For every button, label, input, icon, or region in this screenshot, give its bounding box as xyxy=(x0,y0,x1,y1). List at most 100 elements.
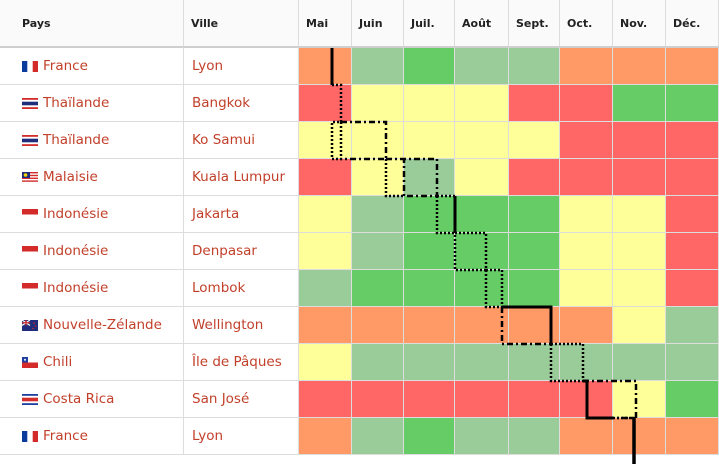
month-climate-cell xyxy=(509,196,560,233)
city-link[interactable]: Bangkok xyxy=(184,85,299,122)
city-link[interactable]: Jakarta xyxy=(184,196,299,233)
month-climate-cell xyxy=(560,159,613,196)
month-climate-cell xyxy=(352,85,404,122)
month-climate-cell xyxy=(455,122,509,159)
month-climate-cell xyxy=(509,48,560,85)
city-link[interactable]: Lyon xyxy=(184,48,299,85)
city-link[interactable]: Lombok xyxy=(184,270,299,307)
month-climate-cell xyxy=(455,270,509,307)
month-climate-cell xyxy=(560,196,613,233)
month-climate-cell xyxy=(666,270,719,307)
header-month: Nov. xyxy=(613,0,666,48)
month-climate-cell xyxy=(509,270,560,307)
month-climate-cell xyxy=(666,381,719,418)
month-climate-cell xyxy=(509,381,560,418)
country-link[interactable]: France xyxy=(0,48,184,85)
month-climate-cell xyxy=(613,196,666,233)
month-climate-cell xyxy=(613,122,666,159)
country-link[interactable]: Costa Rica xyxy=(0,381,184,418)
city-link[interactable]: San José xyxy=(184,381,299,418)
month-climate-cell xyxy=(404,381,455,418)
country-name: France xyxy=(43,428,88,444)
month-climate-cell xyxy=(299,270,352,307)
nz-flag-icon xyxy=(22,319,43,331)
country-link[interactable]: Indonésie xyxy=(0,233,184,270)
month-climate-cell xyxy=(560,418,613,455)
month-climate-cell xyxy=(404,122,455,159)
city-link[interactable]: Île de Pâques xyxy=(184,344,299,381)
month-climate-cell xyxy=(455,307,509,344)
month-climate-cell xyxy=(666,122,719,159)
month-climate-cell xyxy=(299,381,352,418)
month-climate-cell xyxy=(666,85,719,122)
month-climate-cell xyxy=(613,48,666,85)
country-link[interactable]: Indonésie xyxy=(0,270,184,307)
month-climate-cell xyxy=(352,122,404,159)
month-climate-cell xyxy=(404,233,455,270)
month-climate-cell xyxy=(404,270,455,307)
city-link[interactable]: Ko Samui xyxy=(184,122,299,159)
month-climate-cell xyxy=(455,344,509,381)
month-climate-cell xyxy=(560,85,613,122)
month-climate-cell xyxy=(299,122,352,159)
country-name: Indonésie xyxy=(43,206,109,222)
month-climate-cell xyxy=(560,48,613,85)
country-name: Indonésie xyxy=(43,280,109,296)
month-climate-cell xyxy=(299,344,352,381)
month-climate-cell xyxy=(404,344,455,381)
th-flag-icon xyxy=(22,134,43,146)
country-link[interactable]: France xyxy=(0,418,184,455)
city-link[interactable]: Denpasar xyxy=(184,233,299,270)
month-climate-cell xyxy=(666,159,719,196)
header-month: Juin xyxy=(352,0,404,48)
country-link[interactable]: Thaïlande xyxy=(0,122,184,159)
country-link[interactable]: Chili xyxy=(0,344,184,381)
country-name: Indonésie xyxy=(43,243,109,259)
country-link[interactable]: Malaisie xyxy=(0,159,184,196)
month-climate-cell xyxy=(455,85,509,122)
city-link[interactable]: Wellington xyxy=(184,307,299,344)
id-flag-icon xyxy=(22,282,43,294)
month-climate-cell xyxy=(666,196,719,233)
country-name: Chili xyxy=(43,354,73,370)
header-pays: Pays xyxy=(0,0,184,48)
month-climate-cell xyxy=(299,48,352,85)
th-flag-icon xyxy=(22,97,43,109)
my-flag-icon xyxy=(22,171,43,183)
country-link[interactable]: Nouvelle-Zélande xyxy=(0,307,184,344)
country-link[interactable]: Indonésie xyxy=(0,196,184,233)
month-climate-cell xyxy=(613,418,666,455)
month-climate-cell xyxy=(352,270,404,307)
month-climate-cell xyxy=(352,159,404,196)
month-climate-cell xyxy=(352,307,404,344)
city-link[interactable]: Kuala Lumpur xyxy=(184,159,299,196)
header-month: Juil. xyxy=(404,0,455,48)
month-climate-cell xyxy=(352,233,404,270)
country-link[interactable]: Thaïlande xyxy=(0,85,184,122)
month-climate-cell xyxy=(613,233,666,270)
month-climate-cell xyxy=(299,196,352,233)
month-climate-cell xyxy=(299,307,352,344)
header-ville: Ville xyxy=(184,0,299,48)
month-climate-cell xyxy=(404,418,455,455)
country-name: Thaïlande xyxy=(43,132,110,148)
month-climate-cell xyxy=(509,418,560,455)
month-climate-cell xyxy=(352,418,404,455)
header-month: Août xyxy=(455,0,509,48)
fr-flag-icon xyxy=(22,430,43,442)
header-month: Oct. xyxy=(560,0,613,48)
month-climate-cell xyxy=(299,418,352,455)
month-climate-cell xyxy=(352,381,404,418)
month-climate-cell xyxy=(613,270,666,307)
month-climate-cell xyxy=(455,48,509,85)
month-climate-cell xyxy=(299,159,352,196)
month-climate-cell xyxy=(455,233,509,270)
month-climate-cell xyxy=(509,307,560,344)
city-link[interactable]: Lyon xyxy=(184,418,299,455)
month-climate-cell xyxy=(404,85,455,122)
month-climate-cell xyxy=(352,344,404,381)
month-climate-cell xyxy=(509,159,560,196)
country-name: Malaisie xyxy=(43,169,98,185)
month-climate-cell xyxy=(560,344,613,381)
